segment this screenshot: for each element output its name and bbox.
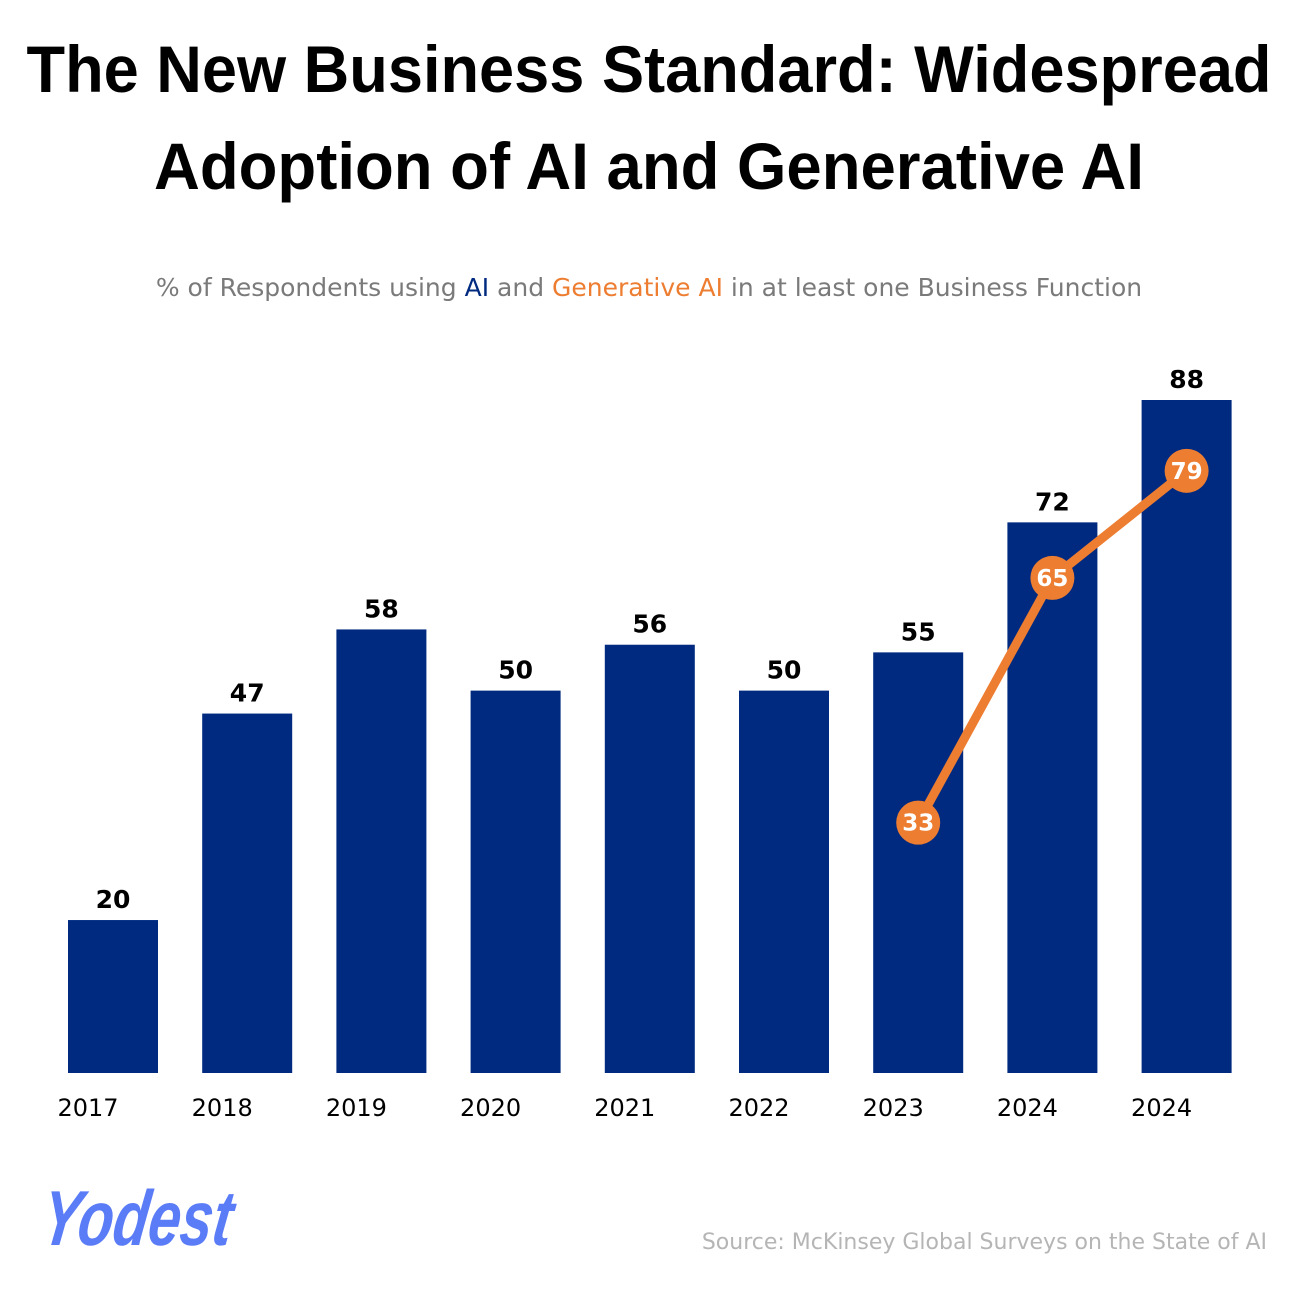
- bar-ai-3: [470, 690, 561, 1073]
- bar-value-label: 88: [1169, 365, 1204, 394]
- generative-ai-point: [1164, 448, 1209, 493]
- x-tick-label: 2018: [192, 1094, 253, 1122]
- bar-ai-0: [68, 920, 158, 1073]
- subtitle-mid: and: [489, 273, 552, 302]
- x-tick-label: 2019: [326, 1094, 387, 1122]
- bar-ai-6: [873, 652, 964, 1073]
- generative-ai-point-label: 79: [1171, 459, 1203, 485]
- bar-ai-7: [1007, 522, 1098, 1073]
- bar-value-label: 56: [632, 610, 667, 639]
- subtitle-gen: Generative AI: [552, 273, 723, 302]
- bar-ai-1: [202, 713, 293, 1073]
- bar-value-label: 55: [901, 617, 936, 646]
- bar-value-label: 47: [230, 679, 265, 708]
- bar-value-label: 20: [96, 885, 131, 914]
- bar-value-label: 50: [498, 656, 533, 685]
- yodest-logo: Yodest: [37, 1174, 241, 1262]
- x-tick-label: 2017: [57, 1094, 118, 1122]
- bar-value-label: 58: [364, 594, 399, 623]
- x-tick-label: 2021: [594, 1094, 655, 1122]
- bars: 20 2017 47 2018 58 2019 50 2020 56 2021 50 2022 55 20…: [57, 365, 1232, 1122]
- bar-value-label: 50: [767, 656, 802, 685]
- generative-ai-point-label: 33: [902, 811, 934, 837]
- bar-value-label: 72: [1035, 487, 1070, 516]
- x-tick-label: 2024: [1131, 1094, 1192, 1122]
- bar-ai-8: [1141, 400, 1232, 1073]
- x-tick-label: 2020: [460, 1094, 521, 1122]
- bar-ai-5: [739, 690, 829, 1073]
- chart-title-line-2: Adoption of AI and Generative AI: [154, 129, 1144, 203]
- subtitle-pre: % of Respondents using: [156, 273, 465, 302]
- bar-ai-4: [604, 644, 695, 1073]
- generative-ai-point: [1030, 555, 1075, 600]
- generative-ai-line: 33 65 79: [896, 448, 1209, 845]
- x-tick-label: 2024: [997, 1094, 1058, 1122]
- bar-ai-2: [336, 629, 427, 1073]
- subtitle-post: in at least one Business Function: [723, 273, 1142, 302]
- x-tick-label: 2022: [728, 1094, 789, 1122]
- source-note: Source: McKinsey Global Surveys on the S…: [702, 1230, 1267, 1255]
- chart-title-line-1: The New Business Standard: Widespread: [27, 32, 1272, 106]
- generative-ai-point: [896, 800, 941, 845]
- subtitle-ai: AI: [465, 273, 489, 302]
- chart-subtitle: % of Respondents using AI and Generative…: [156, 273, 1142, 302]
- x-tick-label: 2023: [863, 1094, 924, 1122]
- generative-ai-point-label: 65: [1036, 566, 1068, 592]
